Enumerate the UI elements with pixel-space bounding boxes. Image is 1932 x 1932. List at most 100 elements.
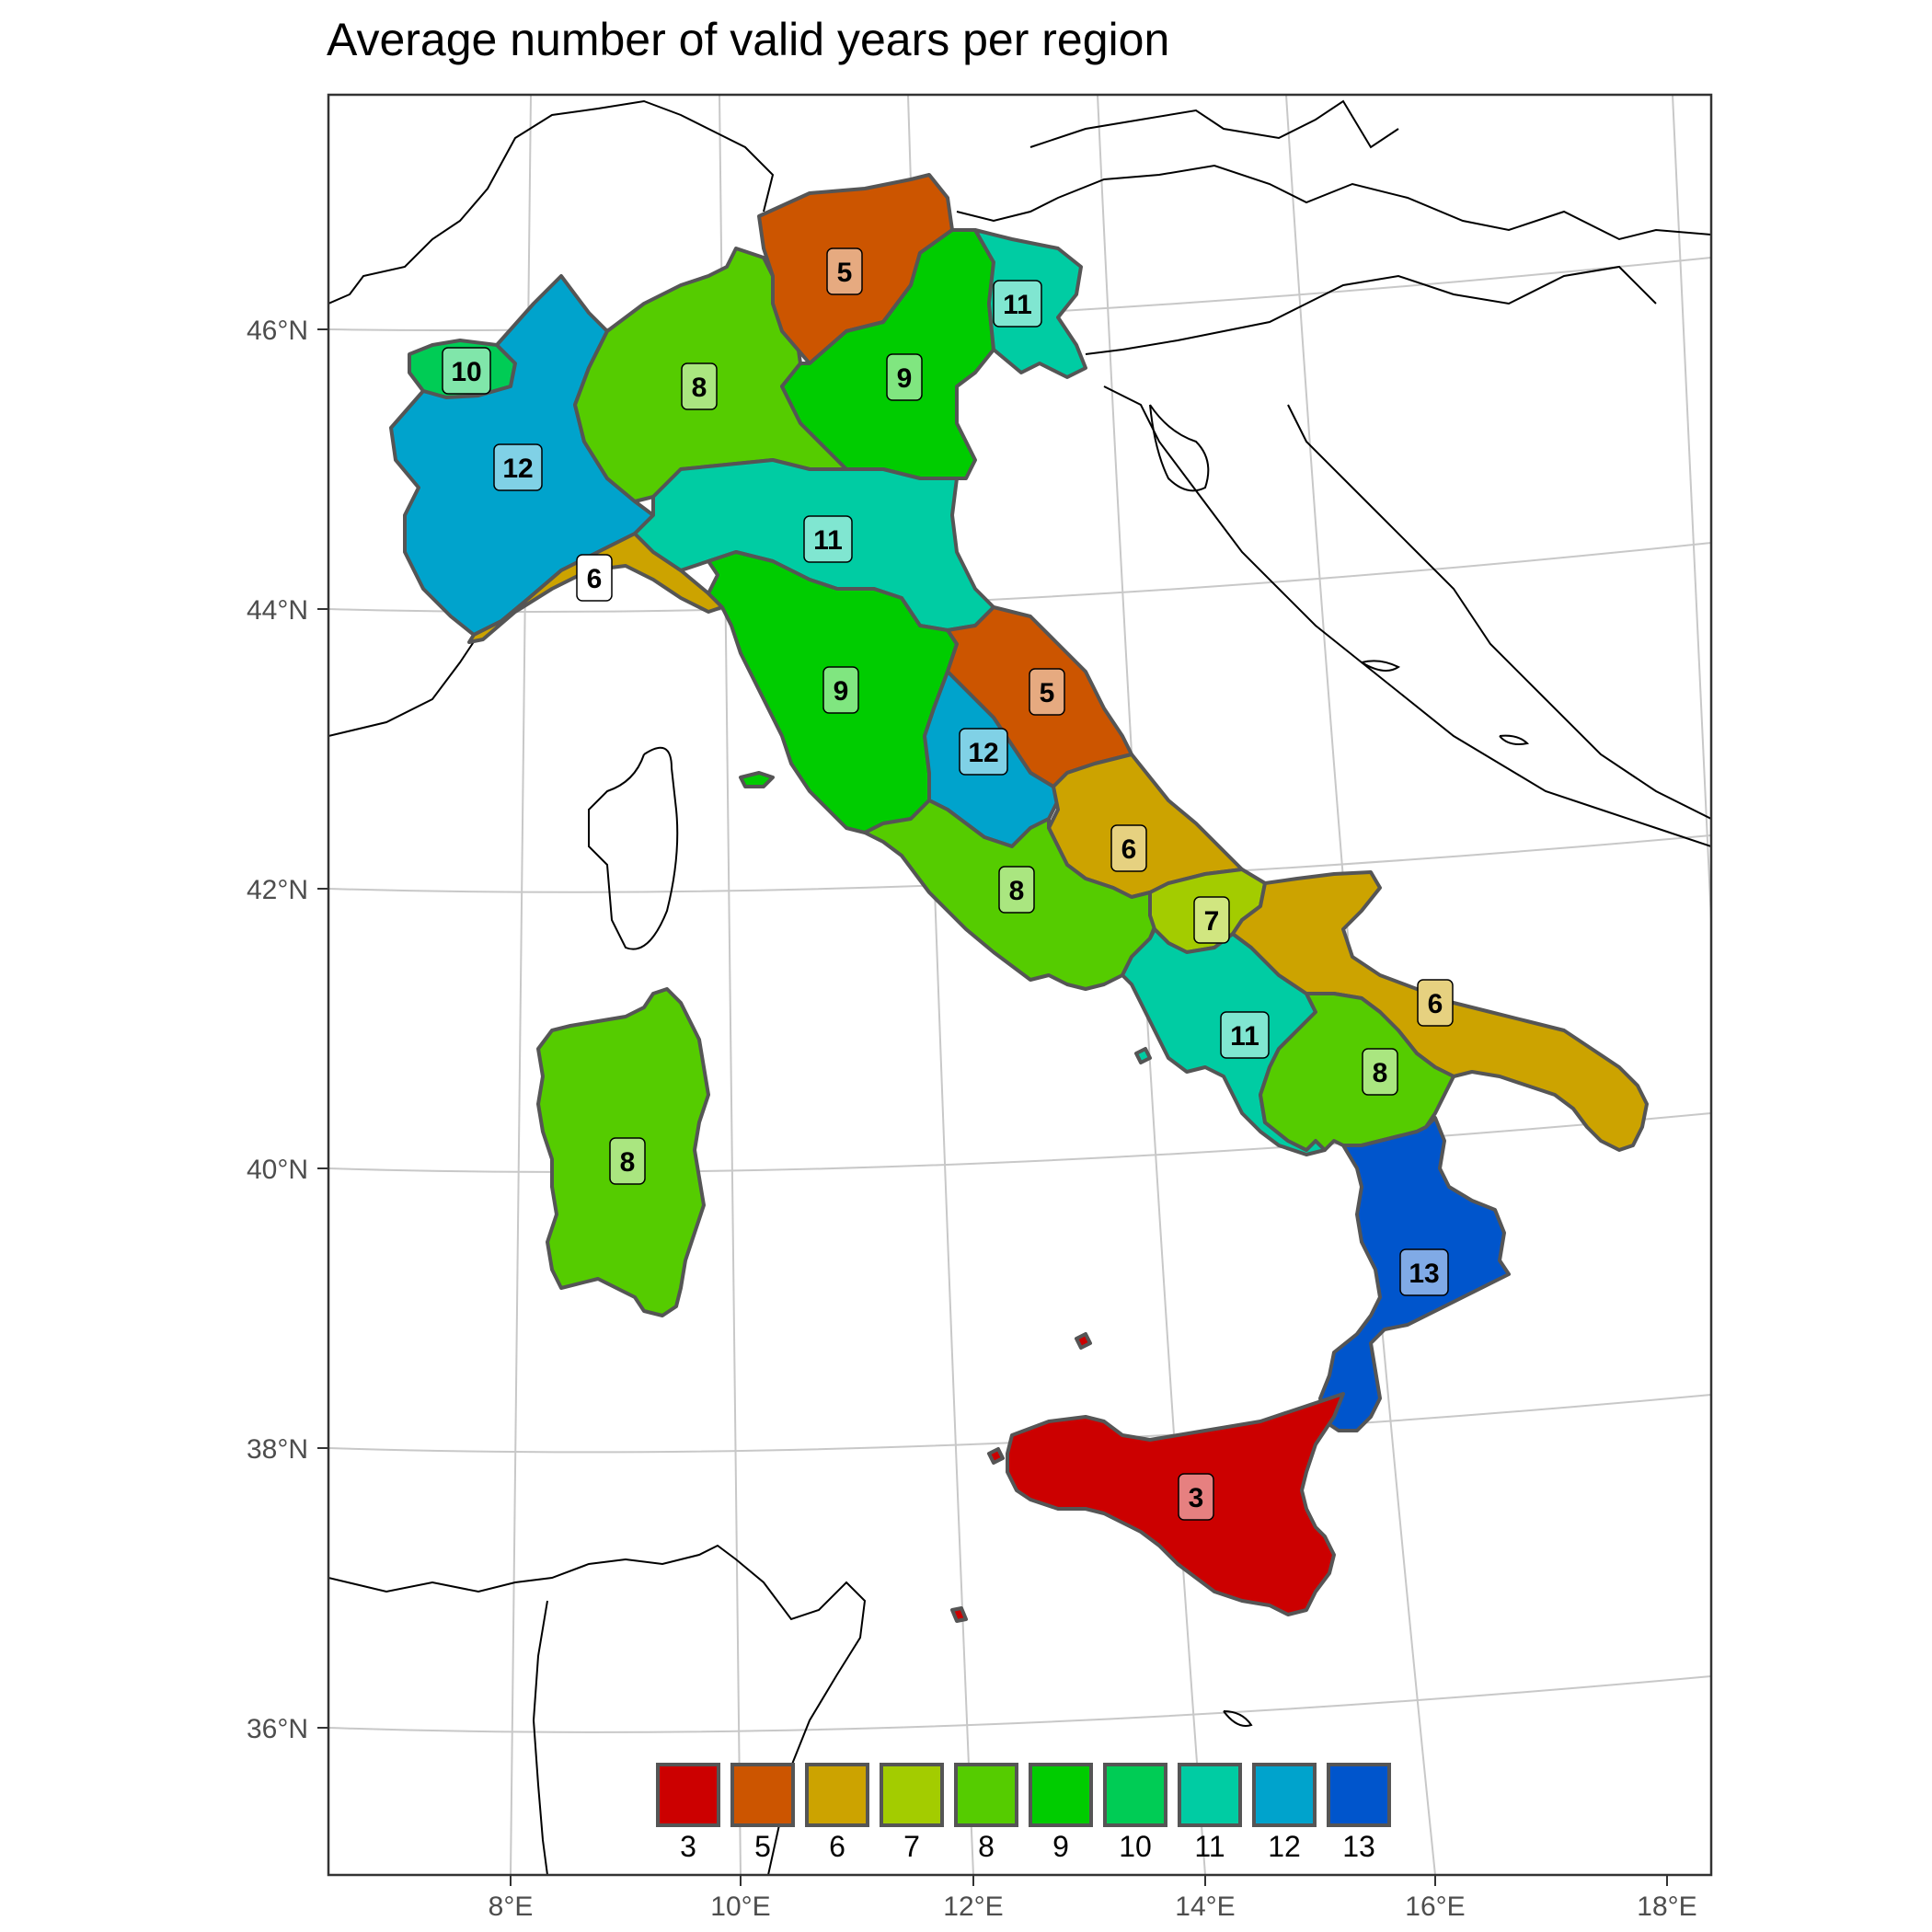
legend-label-11: 11 xyxy=(1194,1830,1225,1863)
region-label-box xyxy=(1110,824,1147,872)
region-label-value: 12 xyxy=(968,738,998,768)
region-label-box xyxy=(576,554,613,602)
region-label-lombardia: 8 xyxy=(681,362,718,410)
region-label-value: 13 xyxy=(1409,1259,1439,1289)
region-label-value: 7 xyxy=(1204,906,1220,937)
region-label-box xyxy=(1399,1248,1449,1296)
lon-label-18: 18°E xyxy=(1637,1892,1696,1922)
legend-swatch-13 xyxy=(1327,1763,1391,1827)
region-label-value: 8 xyxy=(1373,1058,1388,1088)
legend-label-10: 10 xyxy=(1119,1830,1152,1863)
island-lipari xyxy=(1075,1332,1092,1350)
legend-swatch-3 xyxy=(656,1763,720,1827)
region-label-value: 11 xyxy=(1003,290,1032,320)
region-label-value: 6 xyxy=(1428,989,1443,1019)
region-label-value: 8 xyxy=(620,1147,636,1178)
region-label-value: 9 xyxy=(897,363,913,394)
croatia-coast xyxy=(1103,385,1711,847)
region-label-friuli-venezia-giulia: 11 xyxy=(993,280,1042,328)
region-label-value: 12 xyxy=(502,454,533,484)
region-label-box xyxy=(993,280,1042,328)
region-label-trentino-alto-adige: 5 xyxy=(826,247,863,295)
istria xyxy=(1149,404,1210,492)
legend-label-9: 9 xyxy=(1052,1830,1069,1863)
switzerland-border xyxy=(328,99,775,305)
region-label-box xyxy=(1362,1048,1398,1096)
region-label-box xyxy=(442,347,491,395)
region-label-puglia: 6 xyxy=(1417,979,1454,1027)
legend-label-5: 5 xyxy=(754,1830,771,1863)
tunisia-border xyxy=(328,1544,867,1875)
lon-tick-labels: 8°E 10°E 12°E 14°E 16°E 18°E xyxy=(489,1892,1697,1922)
region-label-box xyxy=(1193,896,1230,944)
map-title: Average number of valid years per region xyxy=(327,14,1170,65)
region-label-value: 6 xyxy=(587,564,603,594)
region-label-box xyxy=(998,866,1035,914)
region-label-veneto: 9 xyxy=(886,353,923,401)
algeria-tunisia-border xyxy=(532,1600,548,1875)
legend-label-3: 3 xyxy=(680,1830,696,1863)
axis-ticks xyxy=(317,328,1668,1886)
legend: 3 5 6 7 8 9 10 11 12 13 xyxy=(656,1763,1391,1863)
region-label-box xyxy=(959,728,1008,776)
island-elba xyxy=(739,771,775,788)
legend-label-7: 7 xyxy=(903,1830,920,1863)
region-label-value: 6 xyxy=(1121,834,1137,865)
legend-label-8: 8 xyxy=(978,1830,995,1863)
lat-tick-labels: 46°N 44°N 42°N 40°N 38°N 36°N xyxy=(247,316,308,1744)
region-label-emilia-romagna: 11 xyxy=(803,515,853,563)
croatia-island-2 xyxy=(1499,734,1530,745)
region-label-box xyxy=(609,1137,646,1185)
region-label-lazio: 8 xyxy=(998,866,1035,914)
lat-label-38: 38°N xyxy=(247,1434,308,1465)
region-label-box xyxy=(822,666,859,714)
legend-label-12: 12 xyxy=(1268,1830,1301,1863)
lat-label-46: 46°N xyxy=(247,316,308,346)
croatia-island-1 xyxy=(1361,660,1400,672)
bosnia-border xyxy=(1287,404,1711,820)
lat-label-42: 42°N xyxy=(247,875,308,905)
lat-label-44: 44°N xyxy=(247,595,308,626)
legend-swatch-10 xyxy=(1103,1763,1167,1827)
region-label-value: 10 xyxy=(451,357,481,387)
region-label-box xyxy=(493,443,543,491)
region-label-sicilia: 3 xyxy=(1178,1473,1214,1521)
parallel-40n xyxy=(328,1112,1711,1173)
region-label-box xyxy=(681,362,718,410)
lon-label-14: 14°E xyxy=(1175,1892,1235,1922)
parallel-36n xyxy=(328,1675,1711,1733)
region-label-liguria: 6 xyxy=(576,554,613,602)
region-label-box xyxy=(1417,979,1454,1027)
region-label-value: 3 xyxy=(1189,1483,1204,1513)
slovenia-croatia-border xyxy=(1085,265,1657,355)
lon-label-16: 16°E xyxy=(1405,1892,1465,1922)
region-label-box xyxy=(803,515,853,563)
meridian-18e xyxy=(1672,95,1711,921)
legend-label-6: 6 xyxy=(829,1830,845,1863)
region-label-box xyxy=(1029,668,1065,716)
lon-label-8: 8°E xyxy=(489,1892,534,1922)
region-label-box xyxy=(886,353,923,401)
corsica xyxy=(588,746,679,950)
neighbor-country-outlines xyxy=(328,99,1711,1875)
region-label-marche: 5 xyxy=(1029,668,1065,716)
region-sicilia[interactable] xyxy=(1006,1392,1345,1616)
region-label-value: 5 xyxy=(837,258,853,288)
region-label-basilicata: 8 xyxy=(1362,1048,1398,1096)
region-label-value: 9 xyxy=(834,676,849,707)
legend-swatch-12 xyxy=(1252,1763,1317,1827)
lat-label-36: 36°N xyxy=(247,1714,308,1744)
region-label-toscana: 9 xyxy=(822,666,859,714)
region-liguria[interactable] xyxy=(467,532,724,644)
island-pantelleria xyxy=(950,1606,968,1623)
malta xyxy=(1223,1710,1253,1727)
legend-swatch-7 xyxy=(880,1763,944,1827)
legend-label-13: 13 xyxy=(1342,1830,1375,1863)
lat-label-40: 40°N xyxy=(247,1155,308,1185)
region-label-calabria: 13 xyxy=(1399,1248,1449,1296)
parallel-38n xyxy=(328,1394,1711,1454)
region-label-value: 11 xyxy=(813,525,843,556)
austria-north xyxy=(1029,99,1399,149)
region-label-value: 8 xyxy=(1009,876,1025,906)
